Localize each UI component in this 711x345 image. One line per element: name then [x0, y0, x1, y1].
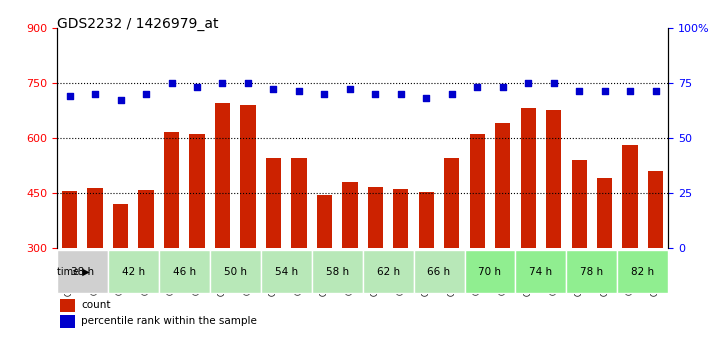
Point: [370, 91, 381, 96]
Text: 70 h: 70 h: [479, 267, 501, 277]
Point: [166, 80, 177, 85]
Text: 54 h: 54 h: [274, 267, 298, 277]
Text: 74 h: 74 h: [530, 267, 552, 277]
Bar: [444, 158, 459, 248]
Bar: [139, 190, 154, 248]
Bar: [266, 158, 281, 248]
Bar: [189, 134, 205, 248]
Text: 42 h: 42 h: [122, 267, 145, 277]
Text: 62 h: 62 h: [377, 267, 400, 277]
Bar: [495, 123, 510, 248]
FancyBboxPatch shape: [159, 250, 210, 293]
FancyBboxPatch shape: [515, 250, 567, 293]
FancyBboxPatch shape: [567, 250, 617, 293]
Bar: [215, 103, 230, 248]
FancyBboxPatch shape: [57, 250, 108, 293]
Point: [650, 89, 661, 94]
Point: [471, 84, 483, 90]
FancyBboxPatch shape: [108, 250, 159, 293]
FancyBboxPatch shape: [617, 250, 668, 293]
Point: [446, 91, 457, 96]
Bar: [113, 204, 128, 248]
Bar: [546, 110, 561, 248]
Point: [497, 84, 508, 90]
Bar: [520, 108, 536, 248]
Bar: [648, 171, 663, 248]
Point: [421, 95, 432, 101]
Point: [395, 91, 407, 96]
Bar: [316, 195, 332, 248]
Text: 78 h: 78 h: [580, 267, 604, 277]
Bar: [240, 105, 256, 248]
Bar: [572, 160, 587, 248]
Text: 50 h: 50 h: [224, 267, 247, 277]
Bar: [622, 145, 638, 248]
Text: percentile rank within the sample: percentile rank within the sample: [81, 316, 257, 326]
Bar: [419, 192, 434, 248]
Point: [90, 91, 101, 96]
FancyBboxPatch shape: [210, 250, 261, 293]
Point: [624, 89, 636, 94]
Text: 82 h: 82 h: [631, 267, 654, 277]
Bar: [342, 182, 358, 248]
Bar: [62, 191, 77, 248]
Point: [599, 89, 610, 94]
Bar: [164, 132, 179, 248]
Text: GDS2232 / 1426979_at: GDS2232 / 1426979_at: [57, 17, 218, 31]
FancyBboxPatch shape: [414, 250, 464, 293]
FancyBboxPatch shape: [311, 250, 363, 293]
Point: [217, 80, 228, 85]
FancyBboxPatch shape: [363, 250, 414, 293]
Bar: [597, 178, 612, 248]
Bar: [393, 189, 408, 248]
Bar: [60, 315, 75, 328]
Text: time ▶: time ▶: [57, 267, 90, 277]
Bar: [60, 299, 75, 312]
Point: [293, 89, 304, 94]
Text: 38 h: 38 h: [71, 267, 94, 277]
Point: [344, 87, 356, 92]
Bar: [368, 187, 383, 248]
FancyBboxPatch shape: [464, 250, 515, 293]
Bar: [87, 188, 102, 248]
Point: [523, 80, 534, 85]
Bar: [469, 134, 485, 248]
Text: 66 h: 66 h: [427, 267, 451, 277]
Point: [242, 80, 254, 85]
Point: [64, 93, 75, 99]
Point: [140, 91, 151, 96]
Text: count: count: [81, 300, 111, 310]
Point: [191, 84, 203, 90]
Point: [548, 80, 560, 85]
Bar: [292, 158, 306, 248]
Text: 58 h: 58 h: [326, 267, 348, 277]
Point: [268, 87, 279, 92]
FancyBboxPatch shape: [261, 250, 311, 293]
Point: [115, 98, 127, 103]
Point: [319, 91, 330, 96]
Point: [574, 89, 585, 94]
Text: 46 h: 46 h: [173, 267, 196, 277]
